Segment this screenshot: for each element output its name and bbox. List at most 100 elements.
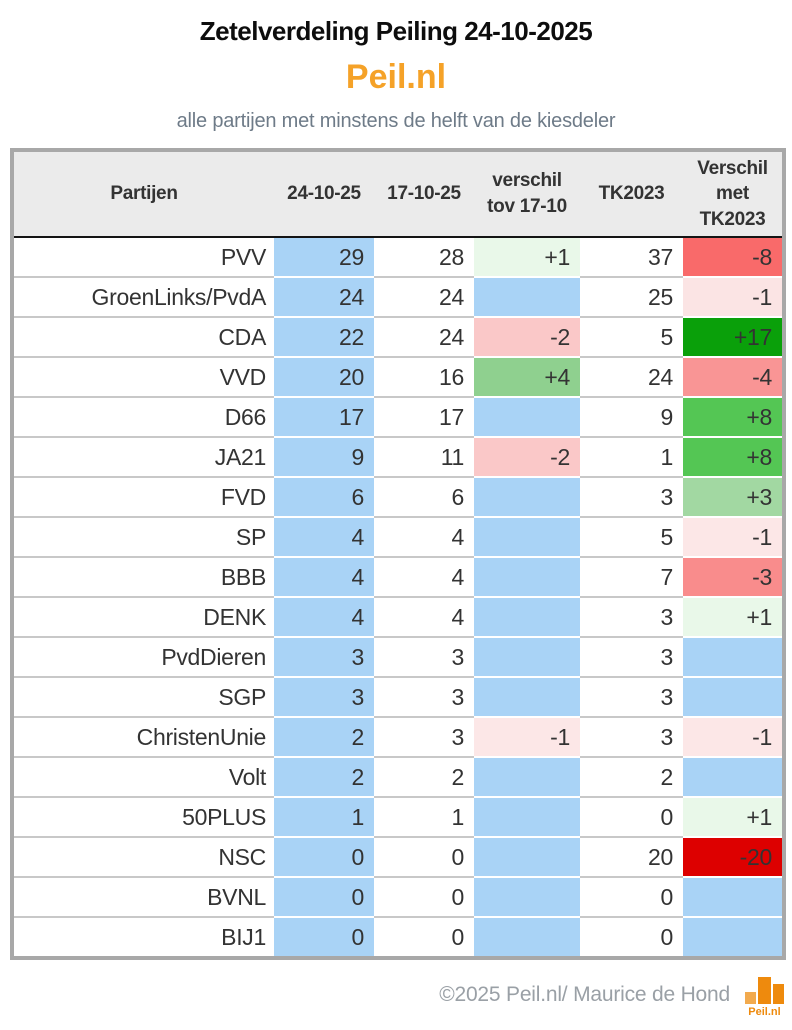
diff-prev-cell: -2: [474, 316, 580, 357]
seats-now-cell: 9: [274, 436, 374, 477]
party-name-cell: CDA: [12, 316, 274, 357]
seats-prev-cell: 28: [439, 243, 464, 270]
table-row: GroenLinks/PvdA 24 24 25 -1: [12, 276, 784, 317]
seats-tk2023-cell: 25: [580, 276, 683, 317]
diff-tk2023-cell: +17: [683, 316, 784, 357]
party-name-cell: SGP: [12, 676, 274, 717]
seats-prev-cell: 11: [374, 436, 474, 477]
party-name-cell: FVD: [12, 476, 274, 517]
poll-table-body: PVV 29 28 +1 37 -8 GroenLinks/PvdA 24 24 25 -1 CDA 2…: [12, 237, 784, 958]
brand-title: Peil.nl: [345, 58, 447, 96]
table-row: VVD 20 16 +4 24 -4: [12, 356, 784, 397]
seats-now-cell: 1: [274, 796, 374, 837]
party-name-cell: D66: [12, 396, 274, 437]
diff-prev-cell: [474, 876, 580, 917]
seats-prev-cell: 17: [374, 396, 474, 437]
seats-tk2023-cell: 1: [580, 436, 683, 477]
seats-now-cell: 4: [274, 596, 374, 637]
diff-prev-cell: [474, 756, 580, 797]
party-name-cell: PVV: [220, 243, 266, 270]
party-name-cell: BIJ1: [12, 916, 274, 958]
diff-tk2023-cell: [683, 676, 784, 717]
seats-now-cell: 6: [274, 476, 374, 517]
diff-tk2023-cell: [683, 756, 784, 797]
footer: ©2025 Peil.nl/ Maurice de Hond Peil.nl: [0, 974, 784, 1018]
seats-prev-cell: 6: [374, 476, 474, 517]
peilnl-logo: Peil.nl: [745, 974, 784, 1018]
diff-prev-cell: -2: [474, 436, 580, 477]
seats-now-cell: 2: [274, 716, 374, 757]
diff-prev-cell: [474, 836, 580, 877]
table-row: BVNL 0 0 0: [12, 876, 784, 917]
seats-now-cell: 29: [274, 237, 374, 277]
party-name-cell: BVNL: [12, 876, 274, 917]
col-header-24-10-25: 24-10-25: [274, 150, 374, 238]
diff-prev-cell: -1: [474, 716, 580, 757]
seats-tk2023-cell: 3: [580, 716, 683, 757]
diff-tk2023-cell: -4: [683, 356, 784, 397]
seats-prev-cell: 0: [374, 916, 474, 958]
table-row: FVD 6 6 3 +3: [12, 476, 784, 517]
col-header-verschil-tk: Verschil met TK2023: [683, 150, 784, 238]
party-name-cell: ChristenUnie: [12, 716, 274, 757]
col-header-verschil-1710: verschil tov 17-10: [474, 150, 580, 238]
diff-tk2023-cell: -1: [683, 276, 784, 317]
header-row: Partijen 24-10-25 17-10-25 verschil tov …: [12, 150, 784, 238]
seats-tk2023-cell: 9: [580, 396, 683, 437]
seats-tk2023-cell: 0: [580, 916, 683, 958]
seats-now-cell: 24: [274, 276, 374, 317]
logo-bar-short: [745, 992, 756, 1004]
diff-prev-cell: [474, 396, 580, 437]
col-header-tk2023: TK2023: [580, 150, 683, 238]
col-header-partijen: Partijen: [12, 150, 274, 238]
seats-now-cell: 20: [274, 356, 374, 397]
seats-prev-cell: 1: [374, 796, 474, 837]
diff-prev-cell: [474, 516, 580, 557]
seats-now-cell: 3: [274, 676, 374, 717]
party-name-cell: Volt: [12, 756, 274, 797]
party-name-cell: JA21: [12, 436, 274, 477]
table-row: JA21 9 11 -2 1 +8: [12, 436, 784, 477]
seats-prev-cell: 4: [374, 516, 474, 557]
seats-tk2023-cell: 0: [580, 876, 683, 917]
seats-now-cell: 0: [274, 876, 374, 917]
diff-prev-cell: [474, 476, 580, 517]
seats-now-cell: 4: [274, 556, 374, 597]
table-row: D66 17 17 9 +8: [12, 396, 784, 437]
diff-tk2023-cell: -3: [683, 556, 784, 597]
poll-table: Partijen 24-10-25 17-10-25 verschil tov …: [10, 148, 786, 960]
diff-prev-cell: +4: [474, 356, 580, 397]
diff-tk2023-cell: -1: [683, 716, 784, 757]
seats-prev-cell: 24: [374, 276, 474, 317]
seats-prev-cell: 3: [374, 676, 474, 717]
party-name-cell: VVD: [12, 356, 274, 397]
table-row: CDA 22 24 -2 5 +17: [12, 316, 784, 357]
party-name-cell: 50PLUS: [12, 796, 274, 837]
seats-prev-cell: 4: [374, 556, 474, 597]
seats-now-cell: 2: [274, 756, 374, 797]
seats-tk2023-cell: 5: [580, 316, 683, 357]
seats-prev-cell: 0: [374, 876, 474, 917]
diff-tk2023-cell: [683, 636, 784, 677]
diff-prev-cell: [474, 556, 580, 597]
seats-prev-cell: 3: [374, 636, 474, 677]
diff-prev-cell: [474, 796, 580, 837]
diff-tk2023-cell: [683, 876, 784, 917]
party-name-cell: PvdDieren: [12, 636, 274, 677]
table-row: ChristenUnie 2 3 -1 3 -1: [12, 716, 784, 757]
seats-tk2023-cell: 20: [580, 836, 683, 877]
seats-prev-cell: 16: [374, 356, 474, 397]
seats-prev-cell: 4: [374, 596, 474, 637]
table-row: 50PLUS 1 1 0 +1: [12, 796, 784, 837]
diff-prev-cell: [474, 916, 580, 958]
seats-prev-cell: 3: [374, 716, 474, 757]
subtitle: alle partijen met minstens de helft van …: [176, 110, 616, 132]
seats-tk2023-cell: 3: [580, 596, 683, 637]
logo-bar-medium: [773, 984, 784, 1004]
seats-prev-cell: 24: [374, 316, 474, 357]
table-row: SGP 3 3 3: [12, 676, 784, 717]
seats-prev-cell: 0: [374, 836, 474, 877]
table-row: PVV 29 28 +1 37 -8: [12, 237, 784, 277]
party-name-cell: DENK: [12, 596, 274, 637]
diff-tk2023-cell: +8: [683, 396, 784, 437]
